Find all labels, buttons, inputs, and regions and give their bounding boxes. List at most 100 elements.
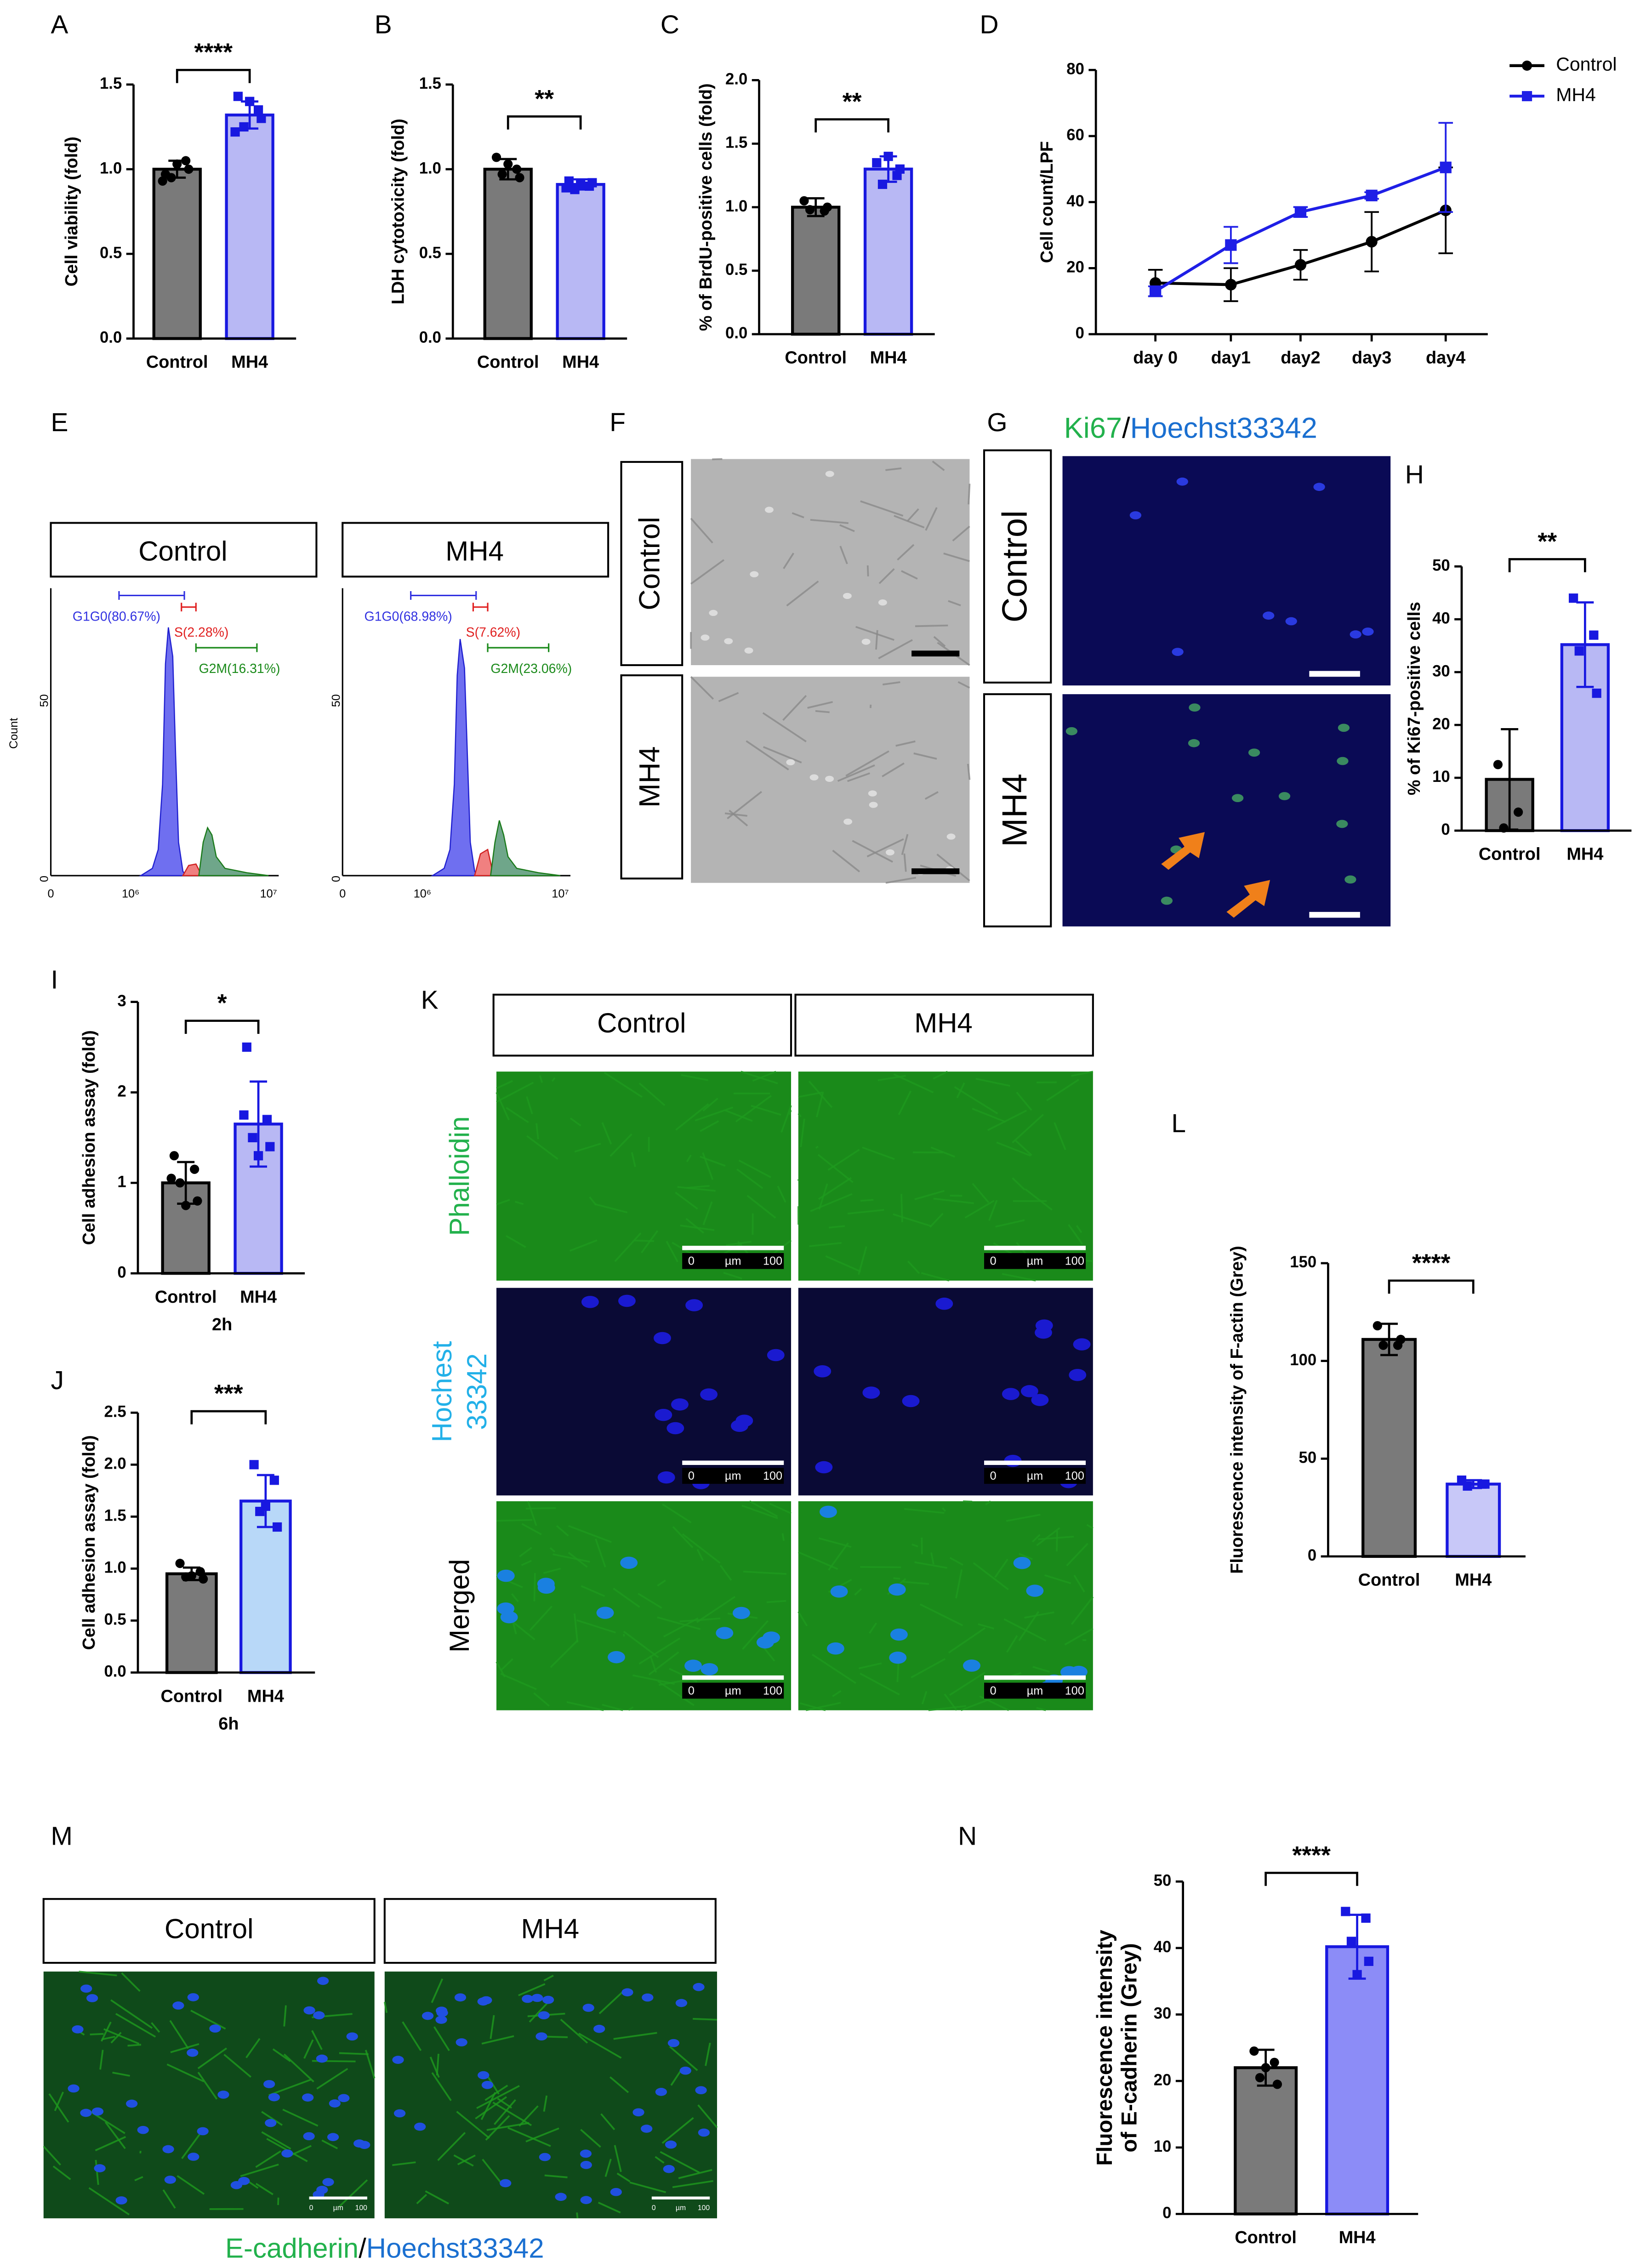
cell-texture [518, 1983, 546, 1996]
cell-texture [628, 1706, 634, 1711]
cell-texture [550, 1639, 579, 1668]
cell-texture [1032, 1666, 1050, 1673]
nucleus [238, 2177, 250, 2185]
nucleus [724, 638, 733, 644]
cell-texture [1054, 1122, 1066, 1151]
data-point [1364, 1956, 1373, 1966]
nucleus [685, 1299, 703, 1311]
cell-texture [885, 877, 917, 884]
hist-x-tick-label: 10⁷ [552, 888, 569, 900]
nucleus [539, 2153, 551, 2161]
cell-texture [566, 1701, 604, 1711]
cell-texture [272, 2048, 291, 2062]
data-point [822, 202, 832, 212]
cell-texture [496, 1082, 534, 1103]
data-point [239, 122, 249, 132]
x-tick-label: day4 [1426, 348, 1465, 368]
label-box [620, 674, 683, 880]
nucleus [679, 2066, 691, 2075]
panel-letter: A [51, 11, 68, 40]
data-point [1396, 1334, 1406, 1345]
nucleus [750, 571, 759, 577]
y-tick-label: 1.0 [100, 160, 122, 177]
nucleus [188, 2153, 199, 2161]
cell-texture [525, 1507, 556, 1510]
cell-texture [797, 1113, 802, 1117]
nucleus [1031, 1394, 1049, 1406]
row-label: Control [634, 517, 666, 610]
cell-texture [786, 580, 819, 607]
label-part: Hoechst33342 [1130, 412, 1317, 444]
nucleus [735, 1414, 753, 1427]
cell-texture [613, 1588, 640, 1608]
cell-texture [492, 2102, 532, 2126]
y-tick-label: 20 [1154, 2071, 1172, 2089]
cell-texture [629, 2181, 666, 2194]
cell-texture [1068, 1224, 1083, 1245]
nucleus [1172, 648, 1184, 656]
gate-label: G1G0(68.98%) [365, 609, 452, 624]
cell-texture [702, 1098, 718, 1112]
nucleus [322, 2178, 334, 2186]
cell-texture [968, 484, 971, 505]
cell-texture [476, 2085, 520, 2109]
cell-texture [574, 1143, 601, 1153]
x-tick-label: Control [1479, 845, 1541, 864]
cell-texture [497, 2097, 513, 2109]
cell-texture [777, 1185, 786, 1203]
cell-texture [339, 2052, 369, 2055]
nucleus [480, 1996, 492, 2005]
cell-texture [552, 1553, 590, 1563]
cell-texture [913, 752, 937, 760]
gate-label: G2M(16.31%) [199, 661, 280, 676]
row-label: MH4 [996, 774, 1035, 847]
scale-bar-label: µm [1027, 1255, 1043, 1268]
cell-texture [847, 772, 870, 782]
cell-texture [456, 2111, 490, 2139]
cell-texture [928, 1705, 966, 1711]
cell-texture [952, 525, 970, 541]
column-header: MH4 [914, 1008, 973, 1038]
cell-texture [930, 1146, 956, 1158]
label-part: Ki67 [1064, 412, 1122, 444]
cell-texture [964, 1200, 995, 1219]
scale-bar-label: 0 [990, 1255, 997, 1268]
scale-bar-label: µm [725, 1255, 741, 1268]
cell-texture [988, 1200, 998, 1221]
nucleus [861, 638, 871, 645]
cell-texture [95, 2136, 126, 2151]
cell-texture [436, 2053, 439, 2076]
cell-texture [782, 695, 807, 721]
cell-texture [1073, 1574, 1085, 1593]
scale-bar-band [984, 1253, 1086, 1269]
cell-texture [576, 1619, 616, 1634]
cell-texture [904, 1508, 945, 1514]
y-tick-label: 50 [1432, 557, 1450, 574]
data-point [1366, 236, 1378, 248]
bar [1361, 1338, 1417, 1558]
cell-texture [907, 508, 919, 522]
panel-letter: L [1171, 1109, 1186, 1138]
cell-texture [752, 1071, 776, 1082]
cell-texture [425, 2190, 450, 2205]
x-tick-label: MH4 [247, 1687, 284, 1706]
column-header: Control [597, 1008, 686, 1038]
significance-bracket [190, 1410, 267, 1425]
cell-texture [797, 1611, 808, 1627]
x-tick-label: MH4 [1566, 845, 1603, 864]
cell-texture [693, 2017, 718, 2021]
nucleus [700, 1388, 718, 1401]
nucleus [187, 2048, 199, 2057]
cell-texture [648, 1651, 679, 1675]
cell-texture [1086, 1524, 1094, 1529]
cell-texture [749, 1500, 778, 1517]
cell-texture [751, 1105, 781, 1116]
nucleus [393, 2109, 406, 2118]
cell-texture [805, 1702, 841, 1711]
cell-texture [1064, 1628, 1094, 1646]
cell-texture [539, 1075, 543, 1083]
nucleus [763, 1631, 780, 1644]
cell-texture [134, 2176, 143, 2182]
x-tick-label: Control [477, 353, 539, 372]
